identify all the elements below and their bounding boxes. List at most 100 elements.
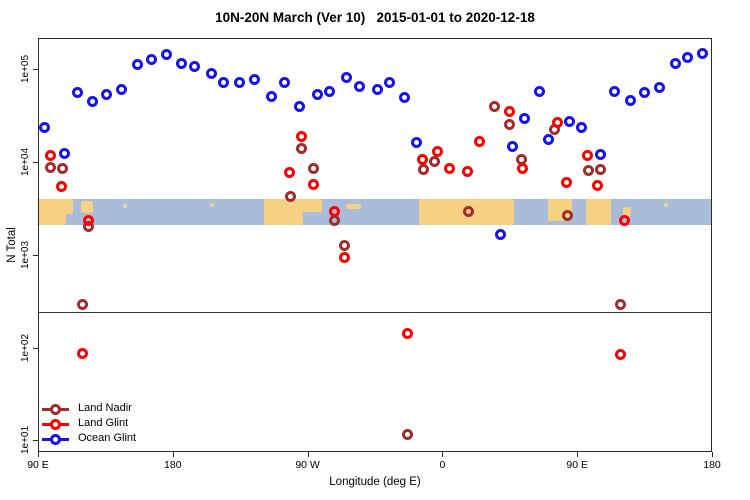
data-point-ocean-glint [697,48,708,60]
x-tick-label: 90 E [27,459,49,471]
data-point-land-glint [328,205,340,217]
data-point-land-glint [592,179,604,191]
data-point-ocean-glint [58,148,70,160]
x-tick [712,452,713,457]
map-land-patch [59,198,74,215]
data-point-ocean-glint [563,115,575,127]
map-land-patch [80,201,93,214]
data-point-ocean-glint [145,54,157,66]
y-tick-label: 1e+04 [20,147,31,176]
legend-marker-circle [50,419,61,430]
y-tick [33,347,38,349]
data-point-ocean-glint [72,87,84,99]
data-point-ocean-glint [625,94,637,106]
data-point-ocean-glint [653,82,665,94]
x-tick-label: 0 [439,459,446,471]
x-tick [38,452,39,457]
x-tick [307,452,309,457]
data-point-land-glint [283,167,295,179]
data-point-ocean-glint [608,86,620,98]
y-tick [33,68,38,70]
x-tick-label: 180 [703,459,721,471]
y-tick-label: 1e+05 [20,54,31,83]
data-point-ocean-glint [398,91,410,103]
data-point-ocean-glint [383,76,395,88]
data-point-land-nadir [418,164,430,176]
data-point-ocean-glint [506,141,518,153]
data-point-land-glint [461,166,473,178]
world-map-band [39,198,711,225]
data-point-land-nadir [503,118,515,130]
x-tick-label: 180 [164,459,182,471]
data-point-ocean-glint [265,90,277,102]
data-point-ocean-glint [410,137,422,149]
data-point-land-nadir [595,164,607,176]
data-point-land-glint [619,214,631,226]
y-tick [33,440,38,442]
data-point-land-nadir [307,163,319,175]
data-point-ocean-glint [340,72,352,84]
data-point-land-nadir [401,428,413,440]
data-point-land-nadir [295,143,307,155]
data-point-land-glint [339,252,351,264]
data-point-ocean-glint [682,52,694,64]
map-land-patch [585,198,612,225]
data-point-ocean-glint [518,112,530,124]
y-tick-label: 1e+02 [20,333,31,362]
legend-label: Land Glint [78,417,129,429]
data-point-ocean-glint [205,68,217,80]
data-point-ocean-glint [115,84,127,96]
data-point-land-nadir [562,210,574,222]
data-point-land-glint [45,150,57,162]
data-point-ocean-glint [542,133,554,145]
data-point-ocean-glint [324,86,336,98]
map-land-patch [346,203,361,210]
y-axis-label: N Total [6,227,18,263]
data-point-land-nadir [488,101,500,113]
data-point-ocean-glint [279,76,291,88]
data-point-ocean-glint [87,95,99,107]
data-point-land-nadir [57,163,69,175]
data-point-land-nadir [428,156,440,168]
data-point-ocean-glint [132,59,144,71]
data-point-ocean-glint [249,74,261,86]
data-point-land-glint [614,349,626,361]
x-tick [577,452,579,457]
data-point-ocean-glint [670,58,682,70]
data-point-ocean-glint [39,121,51,133]
data-point-land-glint [55,181,67,193]
map-land-patch [623,206,631,216]
y-tick [33,161,38,163]
data-point-ocean-glint [100,89,112,101]
data-point-land-nadir [583,165,595,177]
data-point-land-glint [416,154,428,166]
x-tick-label: 90 E [566,459,588,471]
data-point-land-glint [443,163,455,175]
data-point-land-glint [295,131,307,143]
map-land-patch [299,198,323,212]
data-point-land-glint [473,136,485,148]
data-point-ocean-glint [354,81,366,93]
data-point-land-glint [401,328,413,340]
plot-area: Land Nadir Land Glint Ocean Glint [38,38,712,452]
x-tick-label: 90 W [295,459,320,471]
x-tick [172,452,174,457]
data-point-land-nadir [285,191,297,203]
data-point-ocean-glint [294,101,306,113]
data-point-land-nadir [614,298,626,310]
data-point-ocean-glint [175,58,187,70]
y-tick [33,254,38,256]
data-point-land-glint [503,105,515,117]
legend-marker-circle [50,434,61,445]
data-point-ocean-glint [160,49,172,61]
data-point-ocean-glint [533,86,545,98]
chart-title: 10N-20N March (Ver 10) 2015-01-01 to 202… [215,10,535,25]
x-axis-label: Longitude (deg E) [329,476,421,488]
data-point-land-nadir [76,298,88,310]
data-point-ocean-glint [371,83,383,95]
data-point-land-glint [581,150,593,162]
data-point-land-nadir [463,205,475,217]
map-land-patch [663,202,669,207]
data-point-ocean-glint [595,149,607,161]
